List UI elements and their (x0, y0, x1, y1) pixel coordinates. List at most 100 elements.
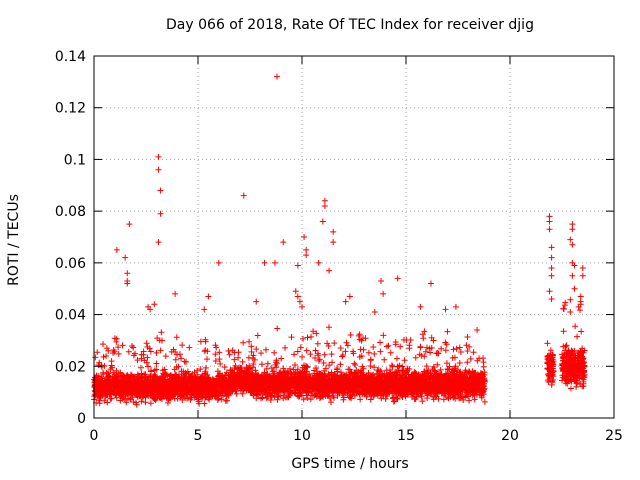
data-point (325, 324, 332, 331)
data-point (383, 367, 390, 374)
data-point (423, 363, 430, 370)
data-point (263, 395, 270, 402)
data-point (435, 395, 442, 402)
data-point (480, 363, 487, 370)
data-point (253, 346, 260, 353)
data-point (334, 365, 341, 372)
data-point (231, 349, 238, 356)
data-point (190, 377, 197, 384)
data-point (132, 386, 139, 393)
data-point (138, 355, 145, 362)
data-point (154, 335, 161, 342)
data-point (160, 370, 167, 377)
data-point (150, 385, 157, 392)
data-point (207, 389, 214, 396)
data-point (474, 357, 481, 364)
data-point (95, 392, 102, 399)
data-point (112, 391, 119, 398)
data-point (228, 381, 235, 388)
data-point (217, 377, 224, 384)
data-point (457, 349, 464, 356)
data-point (254, 332, 261, 339)
data-point (191, 389, 198, 396)
data-point (250, 361, 257, 368)
data-point (142, 371, 149, 378)
data-point (370, 343, 377, 350)
data-point (130, 352, 137, 359)
data-point (92, 354, 99, 361)
data-point (146, 345, 153, 352)
data-point (108, 358, 115, 365)
data-point (181, 394, 188, 401)
data-point (390, 394, 397, 401)
data-point (139, 386, 146, 393)
data-point (304, 334, 311, 341)
data-point (182, 369, 189, 376)
data-point (412, 354, 419, 361)
data-point (424, 395, 431, 402)
data-point (130, 344, 137, 351)
data-point (130, 398, 137, 405)
data-point (231, 356, 238, 363)
chart-title: Day 066 of 2018, Rate Of TEC Index for r… (166, 17, 534, 33)
data-point (103, 369, 110, 376)
data-point (381, 356, 388, 363)
data-point (179, 342, 186, 349)
data-point (104, 399, 111, 406)
data-point (138, 382, 145, 389)
data-point (165, 396, 172, 403)
data-point (143, 385, 150, 392)
data-point (212, 358, 219, 365)
data-point (223, 397, 230, 404)
data-point (337, 361, 344, 368)
data-point (200, 386, 207, 393)
data-point (144, 354, 151, 361)
data-point (419, 398, 426, 405)
data-point (158, 382, 165, 389)
data-point (101, 380, 108, 387)
data-point (119, 384, 126, 391)
data-point (303, 347, 310, 354)
data-point (226, 351, 233, 358)
data-point (342, 348, 349, 355)
data-point (207, 390, 214, 397)
data-point (123, 387, 130, 394)
data-point (158, 329, 165, 336)
data-point (125, 374, 132, 381)
data-point (127, 371, 134, 378)
data-point (113, 394, 120, 401)
data-point (240, 339, 247, 346)
data-point (320, 360, 327, 367)
data-point (278, 355, 285, 362)
data-point (201, 382, 208, 389)
data-point (185, 371, 192, 377)
data-point (115, 344, 122, 351)
data-point (113, 377, 120, 384)
data-point (382, 395, 389, 402)
data-point (312, 354, 319, 361)
data-point (103, 345, 110, 352)
data-point (258, 350, 265, 357)
data-point (131, 375, 138, 382)
data-point (434, 350, 441, 357)
data-point (97, 378, 104, 385)
data-point (245, 365, 252, 372)
x-axis-label: GPS time / hours (291, 456, 409, 472)
data-point (339, 352, 346, 359)
data-point (377, 339, 384, 346)
data-point (350, 350, 357, 357)
data-point (331, 340, 338, 347)
data-point (444, 328, 451, 335)
data-point (397, 343, 404, 350)
data-point (181, 358, 188, 365)
data-point (173, 334, 180, 341)
data-point (137, 376, 144, 383)
data-point (312, 347, 319, 354)
data-point (388, 362, 395, 369)
data-point (125, 348, 132, 355)
data-point (467, 355, 474, 362)
data-point (466, 397, 473, 404)
data-point (299, 353, 306, 360)
data-point (267, 396, 274, 403)
data-point (184, 389, 191, 396)
